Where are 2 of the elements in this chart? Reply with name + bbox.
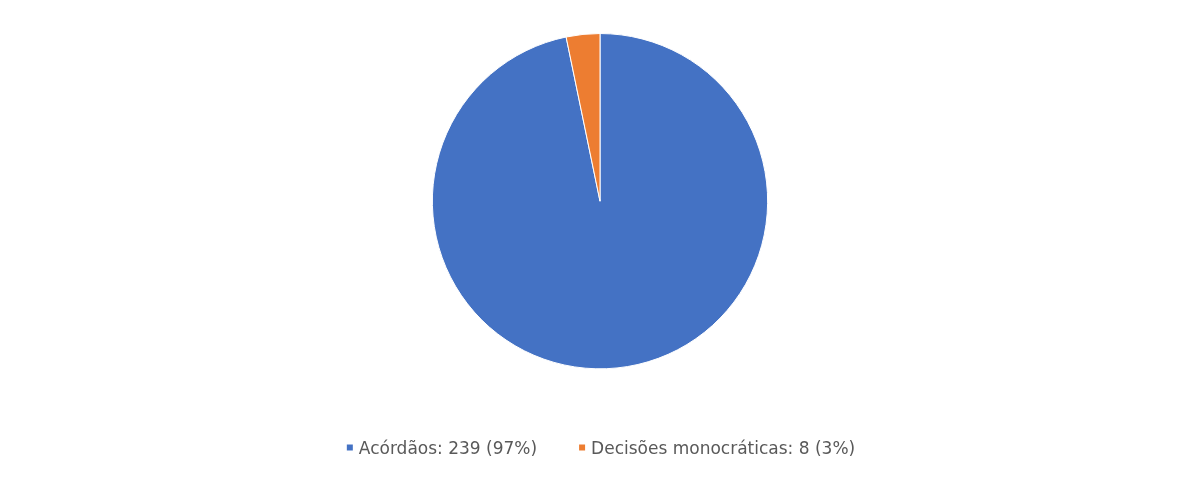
legend-label: Acórdãos: 239 (97%) [358, 437, 538, 458]
legend-label: Decisões monocráticas: 8 (3%) [591, 437, 856, 458]
